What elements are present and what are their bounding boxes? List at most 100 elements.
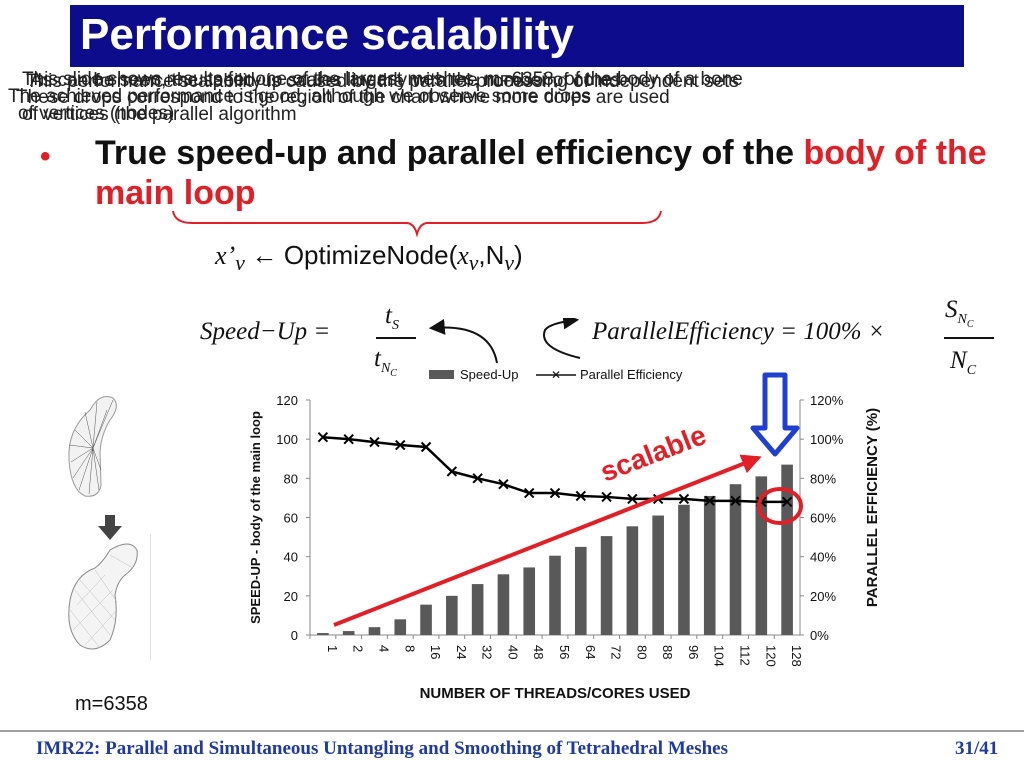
arg1: x [457, 241, 469, 270]
speedup-bar [446, 595, 458, 635]
formula-arrows [428, 318, 581, 364]
note-line: This slide shows results for one of the … [22, 69, 743, 90]
speedup-bar [703, 495, 716, 635]
arrow-to-speedup [428, 318, 498, 364]
highlight-circle [757, 487, 803, 525]
x-tick-label: 16 [428, 645, 443, 659]
speedup-bar [652, 515, 664, 635]
page-number: 31/41 [955, 738, 999, 759]
efficiency-point [678, 493, 690, 505]
efficiency-point [704, 495, 715, 507]
y-axis-label: SPEED-UP - body of the main loop [248, 411, 263, 624]
efficiency-point [446, 466, 458, 477]
x-tick-label: 40 [505, 645, 520, 659]
arg1-sub: v [468, 251, 479, 276]
x-tick-label: 2 [351, 645, 366, 652]
underbrace [172, 210, 662, 237]
x-tick-label: 72 [609, 645, 624, 659]
optimize-node-formula: x’v ← OptimizeNode(xv,Nv) [215, 240, 523, 276]
fn-name: OptimizeNode( [283, 240, 458, 270]
y-tick-label: 60 [284, 511, 298, 526]
note-line: These drops correspond to the region of … [16, 87, 670, 108]
bullet-prefix: True speed-up and parallel efficiency of… [95, 134, 804, 172]
legend-label-speedup: Speed-Up [460, 367, 519, 382]
x-tick-label: 128 [789, 645, 804, 667]
y2-tick-label: 40% [810, 550, 836, 565]
legend-swatch-speedup [429, 370, 454, 379]
speedup-bar [497, 574, 510, 635]
scalable-arrow [333, 454, 762, 627]
lhs-var: x’ [215, 241, 236, 270]
speedup-bar [523, 567, 536, 635]
footer-title: IMR22: Parallel and Simultaneous Untangl… [36, 738, 728, 759]
efficiency-point-stroke [420, 441, 432, 453]
efficiency-point [395, 439, 406, 451]
speedup-bar [317, 633, 329, 635]
x-tick-label: 64 [583, 645, 598, 659]
efficiency-series [317, 432, 793, 508]
y-tick-label: 0 [291, 628, 298, 643]
y2-tick-label: 0% [810, 628, 829, 643]
efficiency-point [343, 433, 354, 445]
y2-tick-label: 60% [810, 511, 836, 526]
y-tick-label: 40 [284, 550, 298, 565]
bullet-highlight: body of the main loop [95, 134, 987, 212]
y-tick-label: 80 [284, 471, 298, 486]
arg2-sub: v [504, 251, 515, 276]
efficiency-point [601, 491, 612, 503]
efficiency-point [472, 473, 483, 484]
efficiency-point [420, 441, 432, 453]
speedup-den: tNC [374, 345, 397, 379]
efficiency-point-stroke [446, 466, 458, 477]
note-line: As can be seen, the speed-up scales line… [30, 70, 621, 91]
legend-label-efficiency: Parallel Efficiency [580, 367, 683, 382]
speedup-bar [755, 476, 768, 635]
speedup-bar [729, 484, 742, 635]
x-tick-label: 104 [712, 645, 727, 667]
speedup-lhs: Speed−Up = [200, 318, 331, 345]
note-line: This performance scalability is caused b… [26, 71, 739, 92]
y2-tick-label: 120% [810, 393, 844, 408]
scalable-label: scalable [596, 419, 710, 488]
speedup-bar [549, 555, 561, 635]
tangled-mesh-image [68, 396, 117, 497]
efficiency-point-stroke [472, 473, 483, 484]
x-tick-label: 8 [402, 645, 417, 652]
efficiency-point [575, 490, 586, 502]
slide-title: Performance scalability [80, 10, 575, 59]
note-line: of vertices (nodes) [18, 103, 175, 124]
y-tick-label: 100 [276, 432, 298, 447]
efficiency-point-stroke [549, 487, 561, 499]
efficiency-point-stroke [627, 493, 638, 505]
y-tick-label: 20 [284, 589, 298, 604]
efficiency-point [524, 487, 535, 499]
assign-arrow: ← [251, 241, 278, 270]
speedup-bar [420, 604, 432, 635]
efficiency-point-stroke [317, 432, 329, 443]
x-axis-label: NUMBER OF THREADS/CORES USED [420, 685, 691, 702]
efficiency-point-stroke [524, 487, 535, 499]
x-tick-label: 96 [686, 645, 701, 659]
x-tick-label: 32 [480, 645, 495, 659]
x-tick-label: 88 [660, 645, 675, 659]
efficiency-point [627, 493, 638, 505]
x-tick-label: 112 [738, 645, 753, 666]
efficiency-point-stroke [730, 495, 741, 507]
efficiency-point [498, 479, 509, 490]
arg2: ,N [478, 240, 505, 270]
speedup-bar [678, 504, 690, 635]
efficiency-num: SNC [945, 296, 974, 330]
efficiency-point-stroke [343, 433, 354, 445]
efficiency-point [781, 496, 793, 508]
speedup-bar [368, 627, 381, 635]
bullet-icon: • [40, 140, 51, 173]
efficiency-point-stroke [369, 436, 380, 448]
x-tick-label: 56 [557, 645, 572, 659]
mesh-caption: m=6358 [75, 693, 148, 715]
arrow-to-efficiency [543, 318, 581, 359]
speedup-bar [574, 546, 587, 635]
speedup-bar [471, 584, 484, 635]
lhs-sub: v [235, 251, 245, 276]
x-tick-label: 120 [763, 645, 778, 667]
